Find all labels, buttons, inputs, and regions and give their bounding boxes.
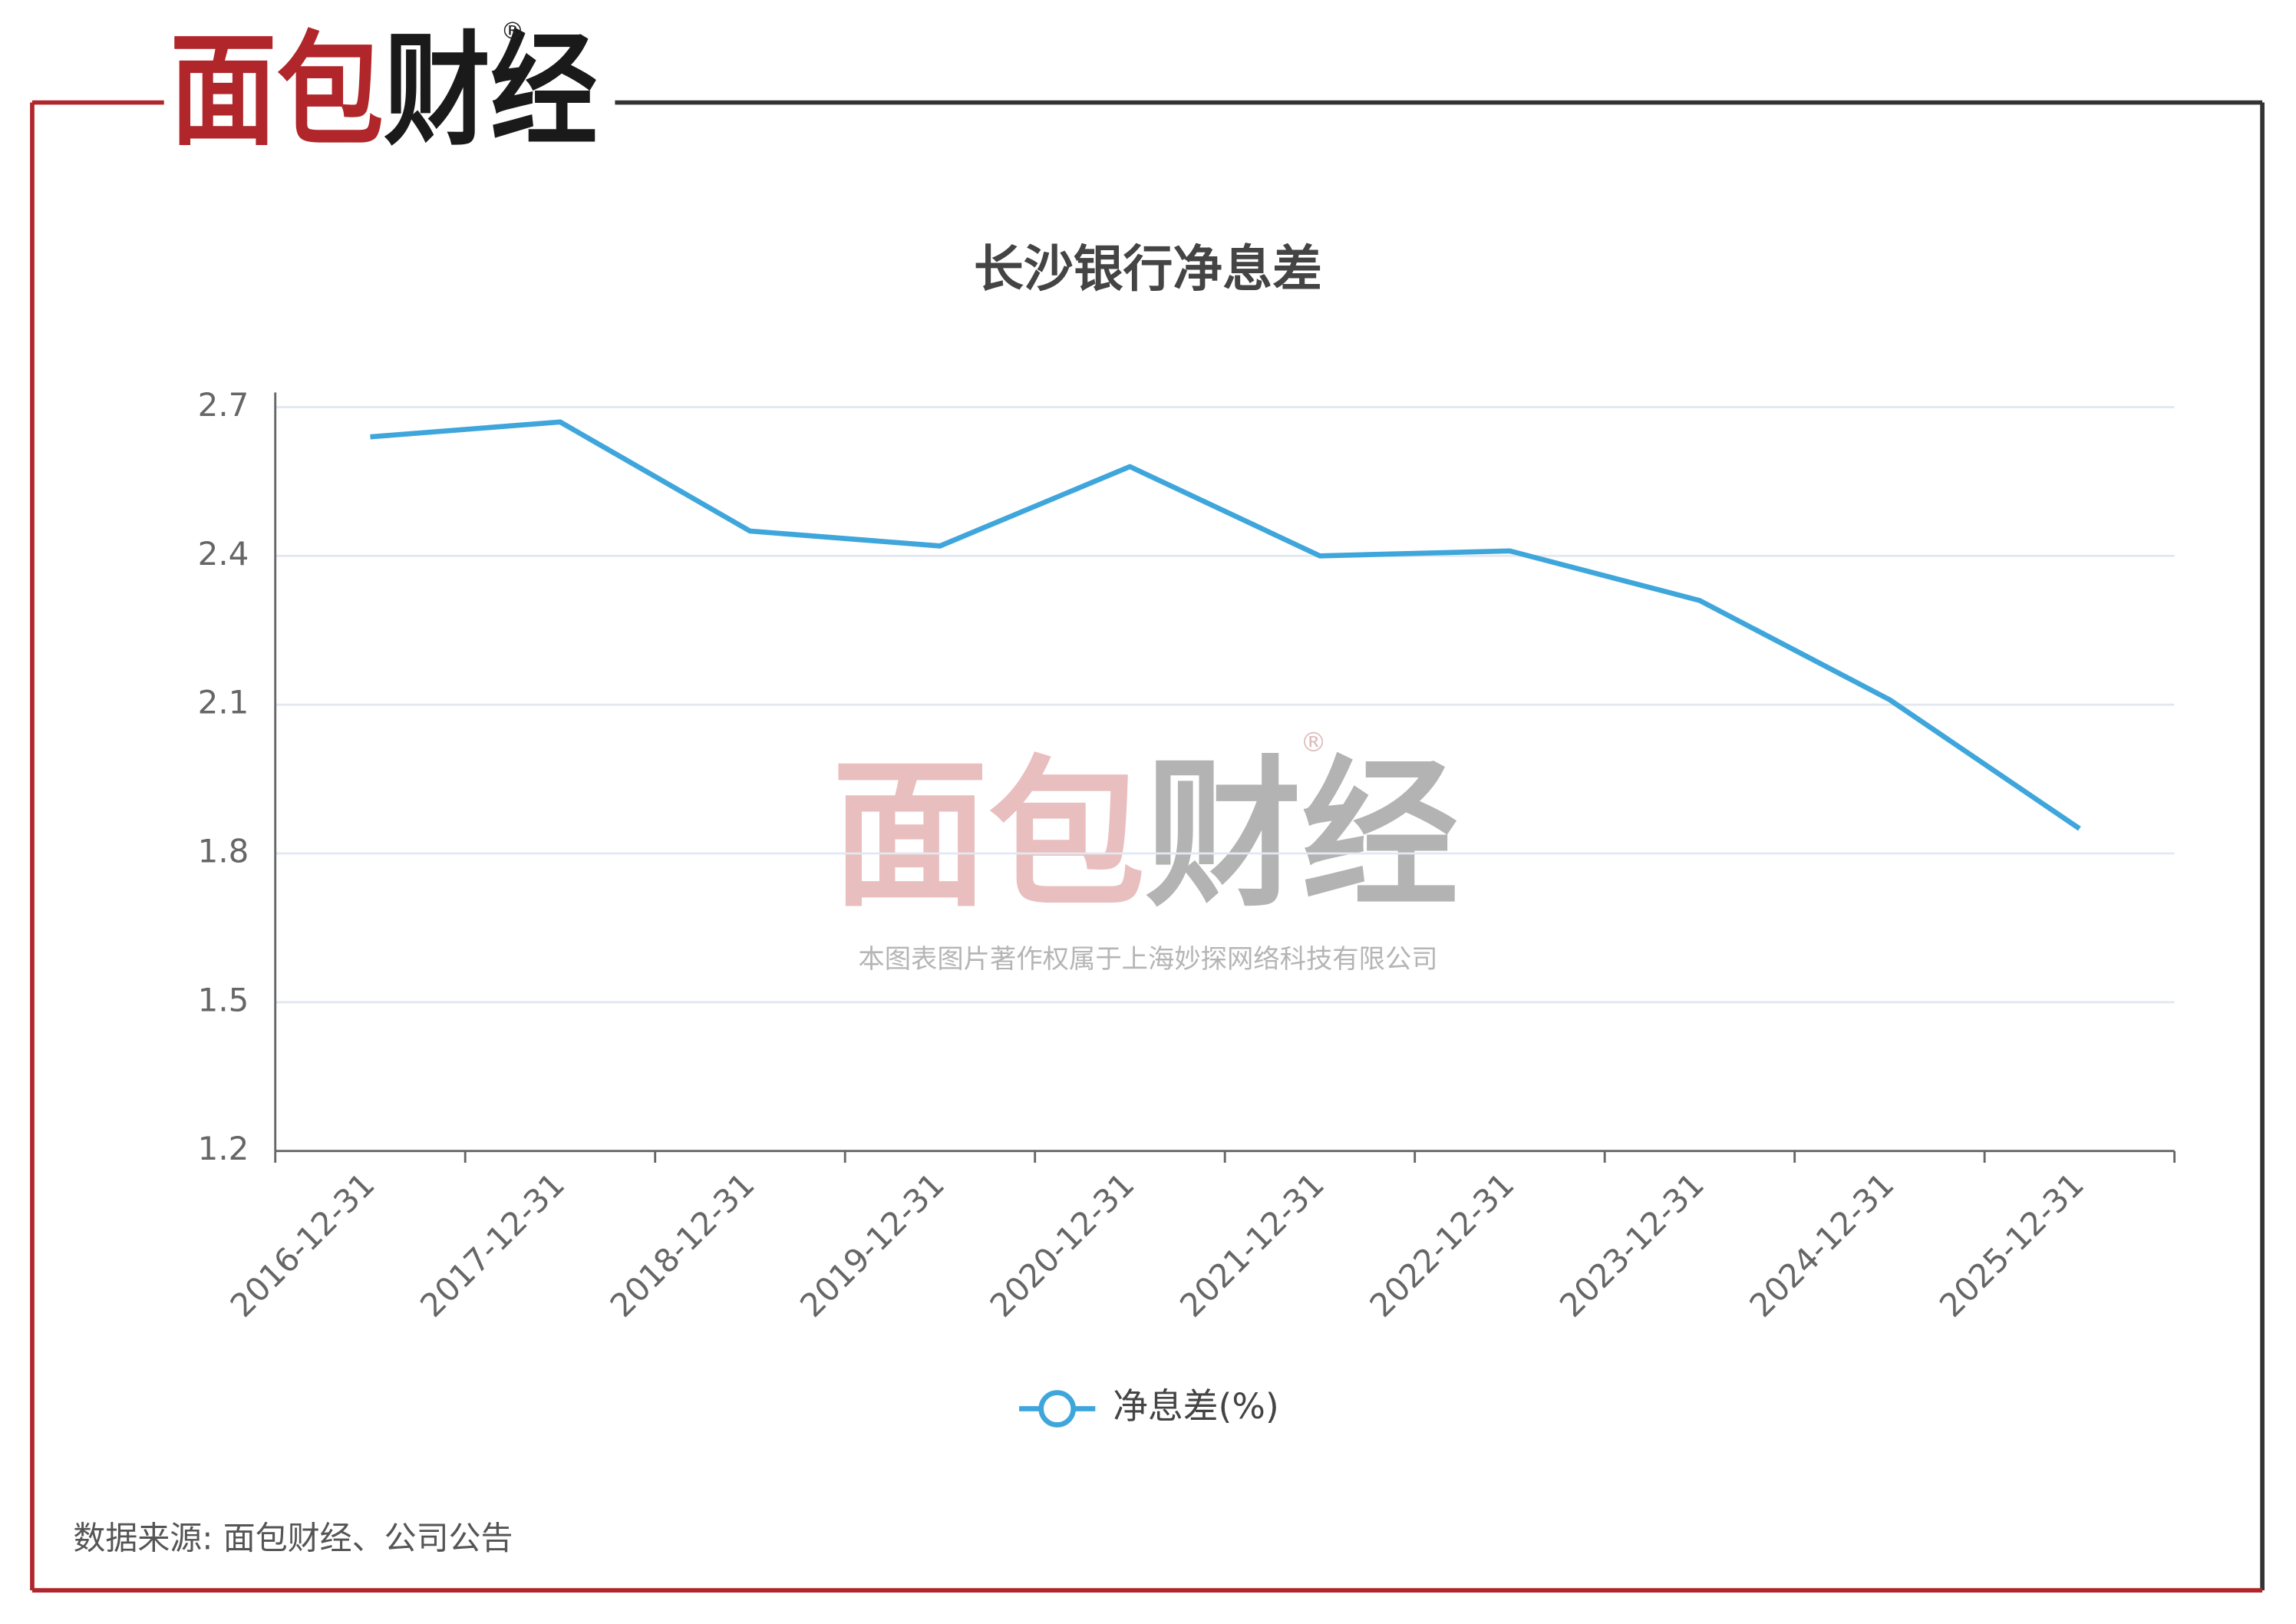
legend-marker: [1038, 1390, 1077, 1428]
legend-label: 净息差(%): [1113, 1385, 1279, 1427]
logo-mark: ®: [501, 18, 525, 45]
source: 数据来源: 面包财经、公司公告: [73, 1520, 513, 1557]
chart-title: 长沙银行净息差: [974, 240, 1322, 298]
watermark-mark: ®: [1300, 728, 1326, 758]
x-tick-label: 2021-12-31: [1173, 1165, 1331, 1324]
y-tick-label: 2.7: [198, 386, 249, 424]
logo: 面包财经: [170, 19, 597, 163]
y-tick-label: 1.2: [198, 1130, 249, 1167]
y-tick-label: 2.1: [198, 684, 249, 721]
x-tick-label: 2018-12-31: [603, 1165, 762, 1324]
x-tick-label: 2022-12-31: [1362, 1165, 1521, 1324]
line: [370, 419, 2081, 831]
x-tick-label: 2024-12-31: [1742, 1165, 1901, 1324]
x-tick-label: 2023-12-31: [1552, 1165, 1711, 1324]
x-tick-label: 2025-12-31: [1932, 1165, 2091, 1324]
x-tick-label: 2019-12-31: [793, 1165, 952, 1324]
watermark-note: 本图表图片著作权属于上海妙探网络科技有限公司: [858, 944, 1437, 975]
y-tick-label: 2.4: [198, 535, 249, 573]
y-tick-label: 1.8: [198, 832, 249, 870]
watermark-logo: 面包财经: [832, 741, 1459, 929]
x-tick-label: 2016-12-31: [223, 1165, 382, 1324]
x-tick-label: 2017-12-31: [413, 1165, 572, 1324]
x-tick-label: 2020-12-31: [983, 1165, 1142, 1324]
y-tick-label: 1.5: [198, 981, 249, 1018]
